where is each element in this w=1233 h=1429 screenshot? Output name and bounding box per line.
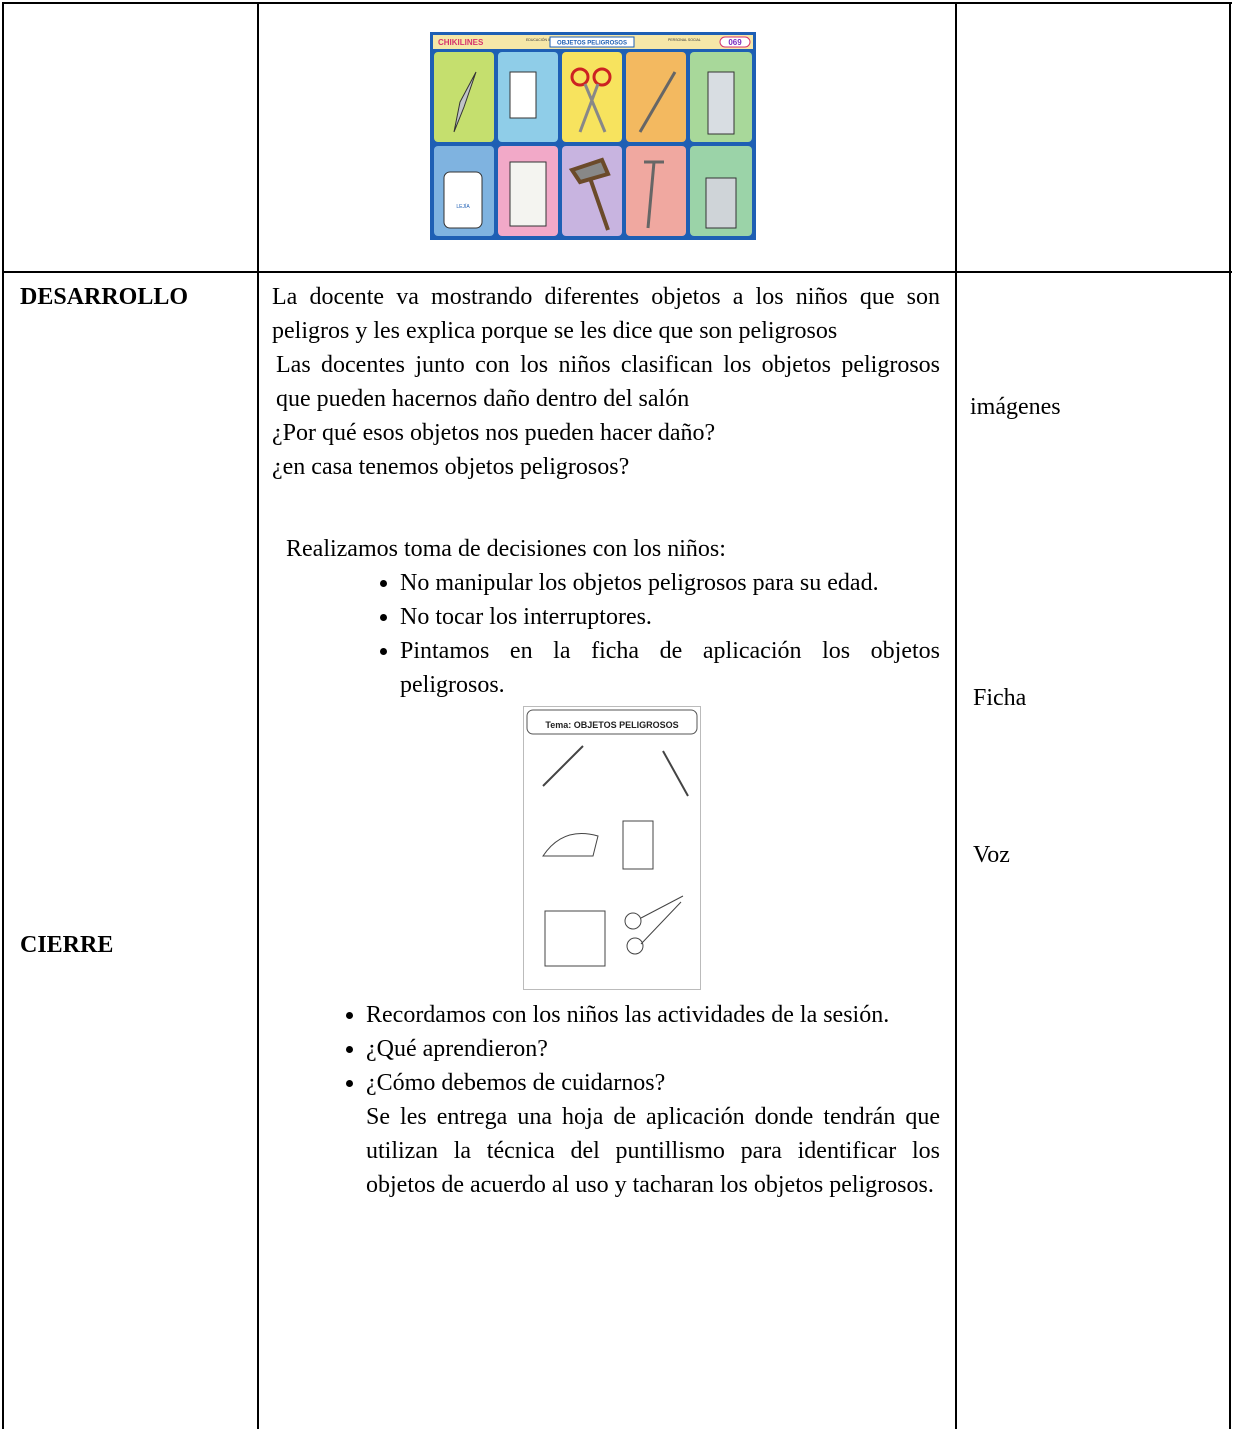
resource: imágenes: [970, 394, 1061, 420]
bullet-list: Recordamos con los niños las actividades…: [272, 998, 940, 1100]
bottle: [443, 171, 483, 229]
activity-cell: La docente va mostrando diferentes objet…: [272, 280, 940, 1202]
paragraph: La docente va mostrando diferentes objet…: [272, 284, 940, 344]
bullet: No manipular los objetos peligrosos para…: [400, 566, 940, 600]
worksheet-drawing: [542, 833, 599, 857]
paragraph: Realizamos toma de decisiones con los ni…: [286, 536, 726, 562]
bullet: Pintamos en la ficha de aplicación los o…: [400, 634, 940, 702]
poster-title-box: [549, 36, 635, 48]
poster-number: 069: [728, 38, 742, 47]
worksheet-frame: [523, 706, 701, 990]
paragraph: Las docentes junto con los niños clasifi…: [276, 352, 940, 412]
matchbox: [509, 71, 537, 119]
question: ¿en casa tenemos objetos peligrosos?: [272, 454, 630, 480]
question: ¿Por qué esos objetos nos pueden hacer d…: [272, 420, 716, 446]
table-border: [257, 2, 259, 1429]
poster-area: PERSONAL SOCIAL: [668, 38, 701, 42]
worksheet-image: Tema: OBJETOS PELIGROSOS: [523, 706, 701, 990]
scissors: [592, 67, 612, 87]
poster-title: OBJETOS PELIGROSOS: [557, 41, 627, 47]
stage-label: CIERRE: [20, 932, 114, 958]
poster-image: CHIKILINES EDUCACIÓN INICIAL OBJETOS PEL…: [430, 32, 756, 240]
table-border: [2, 2, 4, 1429]
worksheet-title: Tema: OBJETOS PELIGROSOS: [545, 720, 678, 730]
bullet-list: No manipular los objetos peligrosos para…: [272, 566, 940, 702]
table-border: [2, 271, 1232, 273]
scissors: [570, 67, 590, 87]
bullet: ¿Qué aprendieron?: [366, 1032, 940, 1066]
bullet: ¿Cómo debemos de cuidarnos?: [366, 1066, 940, 1100]
worksheet-drawing: [542, 745, 689, 797]
resource: Ficha: [973, 685, 1027, 711]
poster-number-box: [719, 36, 751, 48]
razor: [707, 71, 735, 135]
poster-brand: CHIKILINES: [438, 38, 484, 47]
paragraph: Se les entrega una hoja de aplicación do…: [366, 1104, 940, 1198]
nail: [644, 160, 664, 229]
table-border: [2, 2, 1232, 4]
stage-label: DESARROLLO: [20, 284, 189, 310]
worksheet-drawing: [622, 820, 654, 870]
worksheet-drawing: [624, 912, 642, 930]
worksheet-header: [526, 709, 698, 735]
socket: [509, 161, 547, 227]
hammer: [568, 157, 611, 231]
resource: Voz: [973, 842, 1010, 868]
poster-tile: [626, 146, 686, 236]
table-border: [1229, 2, 1231, 1429]
poster-tile: [562, 146, 622, 236]
poster-tile: [626, 52, 686, 142]
scissors: [578, 83, 607, 133]
worksheet-drawing: [544, 910, 606, 967]
bullet: No tocar los interruptores.: [400, 600, 940, 634]
table-border: [955, 2, 957, 1429]
can: [705, 177, 737, 229]
needle: [638, 71, 677, 133]
worksheet-drawing: [640, 895, 684, 945]
knife: [453, 71, 477, 133]
worksheet-drawing: [626, 937, 644, 955]
bottle-label: LEJÍA: [456, 203, 470, 210]
poster-area: EDUCACIÓN INICIAL: [526, 37, 560, 42]
bullet: Recordamos con los niños las actividades…: [366, 998, 940, 1032]
